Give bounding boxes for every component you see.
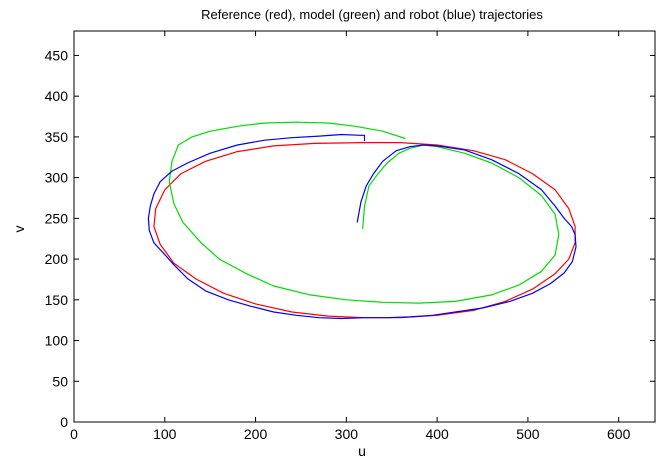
series-layer [147, 121, 577, 320]
plot-area-frame [73, 30, 656, 423]
x-tick-label: 0 [70, 426, 78, 442]
model-trajectory-line [168, 121, 560, 304]
y-tick-label: 100 [45, 333, 69, 349]
y-tick-label: 450 [45, 47, 69, 63]
y-tick-label: 50 [52, 373, 68, 389]
y-tick-label: 300 [45, 170, 69, 186]
x-axis: 0 100 200 300 400 500 600 [70, 31, 631, 442]
x-tick-label: 100 [153, 426, 177, 442]
reference-trajectory-line [153, 142, 576, 319]
x-tick-label: 400 [425, 426, 449, 442]
y-tick-label: 150 [45, 292, 69, 308]
x-tick-label: 600 [607, 426, 631, 442]
y-axis: 0 50 100 150 200 250 300 350 400 450 [45, 47, 655, 430]
x-tick-label: 300 [335, 426, 359, 442]
x-axis-label: u [358, 443, 366, 458]
y-tick-label: 400 [45, 88, 69, 104]
chart-title: Reference (red), model (green) and robot… [201, 7, 543, 22]
x-tick-label: 200 [244, 426, 268, 442]
robot-trajectory-line [147, 133, 577, 320]
y-axis-label: v [11, 226, 27, 233]
y-tick-label: 350 [45, 129, 69, 145]
y-tick-label: 0 [60, 414, 68, 430]
x-tick-label: 500 [516, 426, 540, 442]
y-tick-label: 250 [45, 210, 69, 226]
y-tick-label: 200 [45, 251, 69, 267]
